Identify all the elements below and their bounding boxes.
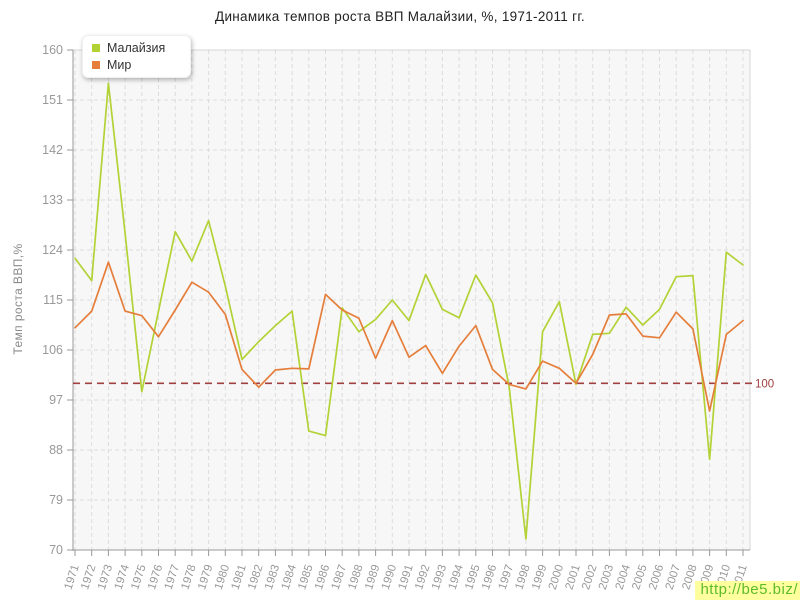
series-line-malaysia	[74, 82, 744, 540]
ref-line-label: 100	[755, 378, 774, 390]
y-tick-label: 151	[42, 93, 63, 107]
y-tick-label: 106	[42, 343, 63, 357]
y-tick-label: 142	[42, 143, 63, 157]
legend-swatch-world	[92, 61, 100, 69]
watermark-link: http://be5.biz/	[695, 581, 800, 600]
legend-label-malaysia: Малайзия	[107, 41, 166, 55]
y-tick-label: 70	[49, 543, 63, 557]
legend-item-malaysia: Малайзия	[92, 41, 178, 55]
legend-label-world: Мир	[107, 58, 132, 72]
legend-swatch-malaysia	[92, 44, 100, 52]
y-tick-label: 115	[43, 293, 63, 307]
y-tick-label: 88	[49, 443, 63, 457]
chart-title: Динамика темпов роста ВВП Малайзии, %, 1…	[215, 9, 585, 24]
y-tick-label: 79	[49, 493, 63, 507]
legend-item-world: Мир	[92, 58, 178, 72]
y-tick-label: 160	[42, 43, 63, 57]
legend: Малайзия Мир	[82, 35, 191, 78]
y-tick-label: 124	[42, 243, 63, 257]
y-tick-label: 97	[49, 393, 63, 407]
y-tick-label: 133	[42, 193, 63, 207]
series-line-world	[74, 261, 744, 412]
